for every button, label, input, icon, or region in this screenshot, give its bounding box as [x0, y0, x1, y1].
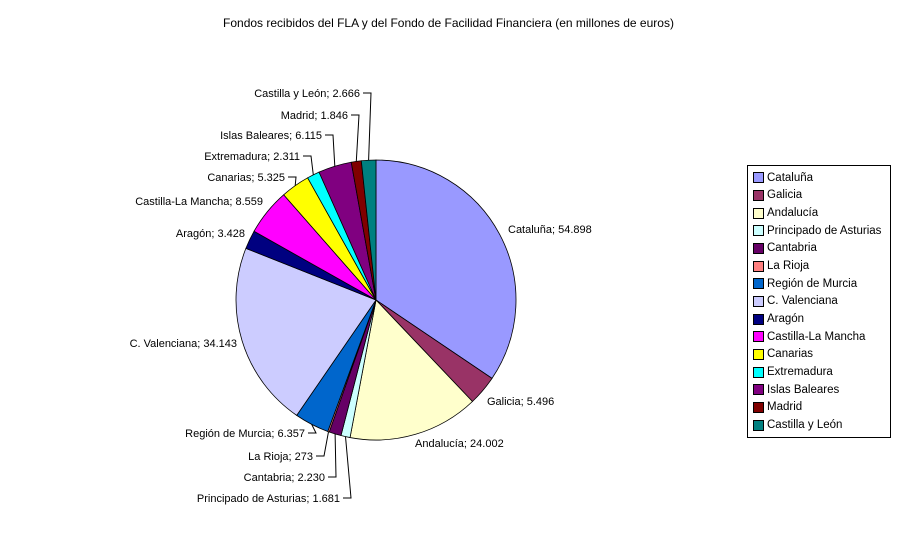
- pie-slice-c-valenciana: [235, 247, 377, 416]
- legend-swatch: [753, 207, 764, 219]
- legend-label: Castilla-La Mancha: [767, 330, 866, 343]
- leader-line-cantabria: [328, 433, 337, 478]
- legend-label: Madrid: [767, 401, 803, 414]
- slice-label-extremadura: Extremadura; 2.311: [204, 151, 300, 163]
- legend-label: Principado de Asturias: [767, 224, 882, 237]
- pie-slice-cataluna: [375, 159, 517, 379]
- slice-label-islas-baleares: Islas Baleares; 6.115: [220, 130, 322, 142]
- slice-label-aragon: Aragón; 3.428: [176, 228, 245, 240]
- chart-title: Fondos recibidos del FLA y del Fondo de …: [223, 16, 674, 30]
- slice-label-principado-de-asturias: Principado de Asturias; 1.681: [197, 493, 340, 505]
- legend-swatch: [753, 172, 764, 184]
- legend-swatch: [753, 313, 764, 325]
- legend-item-c-valenciana: C. Valenciana: [753, 295, 888, 307]
- pie-slices: [235, 159, 517, 441]
- legend-item-principado-de-asturias: Principado de Asturias: [753, 225, 888, 237]
- legend-item-castilla-la-mancha: Castilla-La Mancha: [753, 331, 888, 343]
- legend-swatch: [753, 384, 764, 396]
- slice-label-galicia: Galicia; 5.496: [487, 396, 554, 408]
- legend-swatch: [753, 401, 764, 413]
- legend-item-aragon: Aragón: [753, 313, 888, 325]
- legend-label: Cantabria: [767, 242, 817, 255]
- legend-item-andalucia: Andalucía: [753, 207, 888, 219]
- legend-item-canarias: Canarias: [753, 348, 888, 360]
- leader-line-principado-de-asturias: [343, 436, 352, 499]
- slice-label-la-rioja: La Rioja; 273: [248, 451, 313, 463]
- legend-item-madrid: Madrid: [753, 401, 888, 413]
- slice-label-canarias: Canarias; 5.325: [207, 172, 285, 184]
- leader-lines: [288, 92, 372, 499]
- legend-swatch: [753, 260, 764, 272]
- slice-label-madrid: Madrid; 1.846: [281, 110, 348, 122]
- legend-label: C. Valenciana: [767, 295, 838, 308]
- legend-label: Galicia: [767, 189, 803, 202]
- slice-label-castilla-y-leon: Castilla y León; 2.666: [254, 88, 360, 100]
- slice-label-cataluna: Cataluña; 54.898: [508, 224, 592, 236]
- leader-line-la-rioja: [316, 431, 329, 457]
- legend-swatch: [753, 419, 764, 431]
- legend-label: Región de Murcia: [767, 277, 858, 290]
- leader-line-extremadura: [303, 155, 314, 175]
- legend-label: Canarias: [767, 348, 814, 361]
- legend: Cataluña Galicia Andalucía Principado de As…: [747, 165, 891, 438]
- legend-swatch: [753, 295, 764, 307]
- leader-line-madrid: [351, 114, 360, 162]
- legend-item-la-rioja: La Rioja: [753, 260, 888, 272]
- leader-line-region-de-murcia: [308, 424, 317, 434]
- leader-line-castilla-y-leon: [363, 92, 372, 161]
- legend-item-castilla-y-leon: Castilla y León: [753, 419, 888, 431]
- legend-label: Castilla y León: [767, 419, 843, 432]
- legend-swatch: [753, 348, 764, 360]
- legend-swatch: [753, 331, 764, 343]
- legend-swatch: [753, 242, 764, 254]
- legend-item-cantabria: Cantabria: [753, 242, 888, 254]
- legend-item-region-de-murcia: Región de Murcia: [753, 278, 888, 290]
- legend-swatch: [753, 278, 764, 290]
- legend-label: Andalucía: [767, 207, 819, 220]
- legend-item-cataluna: Cataluña: [753, 172, 888, 184]
- legend-label: Cataluña: [767, 171, 814, 184]
- legend-swatch: [753, 225, 764, 237]
- slice-label-c-valenciana: C. Valenciana; 34.143: [130, 338, 237, 350]
- legend-item-extremadura: Extremadura: [753, 366, 888, 378]
- slice-label-cantabria: Cantabria; 2.230: [244, 472, 325, 484]
- leader-line-islas-baleares: [325, 134, 336, 167]
- legend-item-islas-baleares: Islas Baleares: [753, 384, 888, 396]
- slice-label-andalucia: Andalucía; 24.002: [415, 438, 504, 450]
- slice-label-castilla-la-mancha: Castilla-La Mancha; 8.559: [135, 196, 263, 208]
- legend-label: Aragón: [767, 313, 805, 326]
- legend-label: La Rioja: [767, 260, 810, 273]
- pie-slice-andalucia: [349, 299, 474, 441]
- legend-label: Extremadura: [767, 366, 833, 379]
- legend-swatch: [753, 366, 764, 378]
- legend-swatch: [753, 189, 764, 201]
- legend-label: Islas Baleares: [767, 383, 840, 396]
- leader-line-canarias: [288, 176, 297, 186]
- slice-labels: Cataluña; 54.898 Galicia; 5.496 Andalucía;…: [130, 88, 592, 505]
- slice-label-region-de-murcia: Región de Murcia; 6.357: [185, 428, 305, 440]
- legend-item-galicia: Galicia: [753, 189, 888, 201]
